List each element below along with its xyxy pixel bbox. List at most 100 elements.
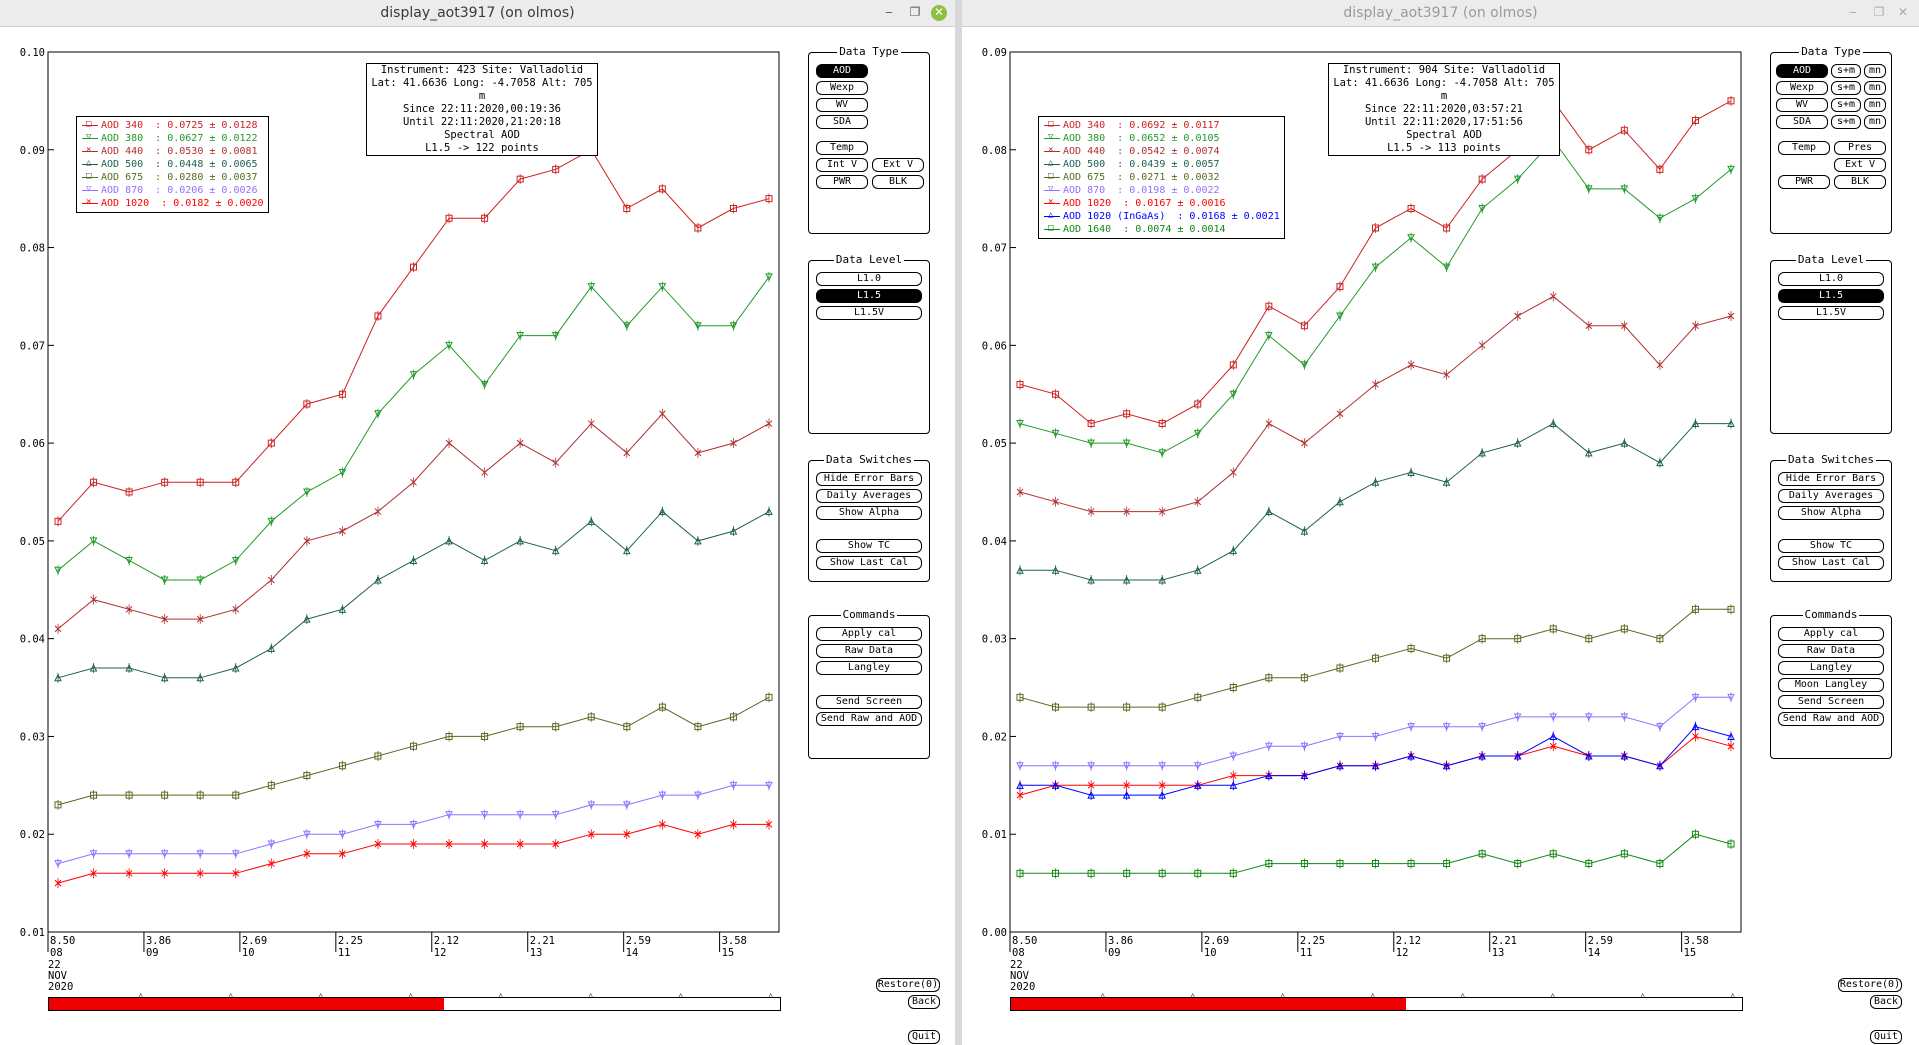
temp-button[interactable]: Temp [1778,141,1830,155]
data-point [267,644,276,652]
time-progress-bar[interactable] [1010,997,1743,1011]
level-l1-5v-button[interactable]: L1.5V [816,306,922,320]
pwr-button[interactable]: PWR [1778,175,1830,189]
show-alpha-button[interactable]: Show Alpha [816,506,922,520]
data-point [1691,419,1700,428]
level-l1-0-button[interactable]: L1.0 [1778,272,1884,286]
plot-frame [1009,51,1742,933]
close-icon[interactable]: ✕ [931,5,947,21]
show-last-cal-button[interactable]: Show Last Cal [1778,556,1884,570]
time-progress-bar[interactable] [48,997,781,1011]
legend-label: AOD 340 : 0.0692 ± 0.0117 [1063,120,1220,131]
level-l1-5-button[interactable]: L1.5 [816,289,922,303]
wv-button[interactable]: WV [816,98,868,112]
data-point [1123,781,1131,789]
wexp-button[interactable]: Wexp [1776,81,1828,95]
minimize-icon[interactable]: ‒ [885,5,893,19]
data-point [1656,635,1664,643]
int-v-button[interactable]: Int V [816,158,868,172]
aod-mn-button[interactable]: mn [1864,64,1886,78]
aod-button[interactable]: AOD [1776,64,1828,78]
data-point [1620,185,1629,194]
data-point [1265,771,1273,780]
show-tc-button[interactable]: Show TC [816,539,922,553]
send-screen-button[interactable]: Send Screen [1778,695,1884,709]
data-point [1407,723,1415,731]
hide-error-bars-button[interactable]: Hide Error Bars [1778,472,1884,486]
daily-averages-button[interactable]: Daily Averages [816,489,922,503]
hide-error-bars-button[interactable]: Hide Error Bars [816,472,922,486]
langley-button[interactable]: Langley [816,661,922,675]
minimize-icon[interactable]: ‒ [1849,5,1857,19]
data-point [730,821,737,828]
raw-data-button[interactable]: Raw Data [1778,644,1884,658]
apply-cal-button[interactable]: Apply cal [1778,627,1884,641]
data-point [658,821,666,828]
show-alpha-button[interactable]: Show Alpha [1778,506,1884,520]
pres-button[interactable]: Pres [1834,141,1886,155]
sda-mn-button[interactable]: mn [1864,115,1886,129]
wexp-mn-button[interactable]: mn [1864,81,1886,95]
apply-cal-button[interactable]: Apply cal [816,627,922,641]
aod-sm-button[interactable]: s+m [1831,64,1861,78]
pwr-button[interactable]: PWR [816,175,868,189]
wv-button[interactable]: WV [1776,98,1828,112]
data-point [161,478,169,486]
blk-button[interactable]: BLK [872,175,924,189]
restore-button[interactable]: Restore(0) [876,978,940,992]
show-last-cal-button[interactable]: Show Last Cal [816,556,922,570]
y-tick-label: 0.05 [982,438,1007,450]
data-point [1692,322,1699,330]
title-bar[interactable]: display_aot3917 (on olmos) ‒ ❐ ✕ [0,0,955,27]
blk-button[interactable]: BLK [1834,175,1886,189]
daily-averages-button[interactable]: Daily Averages [1778,489,1884,503]
x-tick-label: 2.21 [530,935,555,947]
legend-entry: △ AOD 500 : 0.0448 ± 0.0065 [81,158,264,171]
langley-button[interactable]: Langley [1778,661,1884,675]
level-l1-0-button[interactable]: L1.0 [816,272,922,286]
moon-langley-button[interactable]: Moon Langley [1778,678,1884,692]
aod-button[interactable]: AOD [816,64,868,78]
legend-label: AOD 1020 (InGaAs) : 0.0168 ± 0.0021 [1063,211,1280,222]
restore-button[interactable]: Restore(0) [1838,978,1902,992]
quit-button[interactable]: Quit [908,1030,940,1044]
level-l1-5-button[interactable]: L1.5 [1778,289,1884,303]
data-point [1549,742,1557,750]
send-raw-and-aod-button[interactable]: Send Raw and AOD [816,712,922,726]
data-point [1123,703,1131,711]
quit-button[interactable]: Quit [1870,1030,1902,1044]
send-raw-and-aod-button[interactable]: Send Raw and AOD [1778,712,1884,726]
temp-button[interactable]: Temp [816,141,868,155]
raw-data-button[interactable]: Raw Data [816,644,922,658]
data-point [1087,790,1095,799]
wexp-button[interactable]: Wexp [816,81,868,95]
data-point [1193,566,1202,574]
back-button[interactable]: Back [908,995,940,1009]
wexp-sm-button[interactable]: s+m [1831,81,1861,95]
level-l1-5v-button[interactable]: L1.5V [1778,306,1884,320]
wv-mn-button[interactable]: mn [1864,98,1886,112]
data-level-panel: Data Level L1.0 L1.5 L1.5V [808,253,930,434]
maximize-icon[interactable]: ❐ [1873,5,1885,19]
maximize-icon[interactable]: ❐ [909,5,921,19]
back-button[interactable]: Back [1870,995,1902,1009]
show-tc-button[interactable]: Show TC [1778,539,1884,553]
sda-button[interactable]: SDA [1776,115,1828,129]
ext-v-button[interactable]: Ext V [872,158,924,172]
data-point [1087,575,1095,584]
x-tick-label: 2.25 [338,935,363,947]
legend-marker: ▽ [81,132,99,145]
sda-button[interactable]: SDA [816,115,868,129]
data-point [587,830,595,838]
data-point [161,791,169,799]
x-tick-label: 3.86 [146,935,171,947]
close-icon[interactable]: ✕ [1897,5,1909,19]
ext-v-button[interactable]: Ext V [1834,158,1886,172]
data-point [1229,772,1237,779]
title-bar[interactable]: display_aot3917 (on olmos) ‒ ❐ ✕ [962,0,1919,27]
send-screen-button[interactable]: Send Screen [816,695,922,709]
sda-sm-button[interactable]: s+m [1831,115,1861,129]
wv-sm-button[interactable]: s+m [1831,98,1861,112]
marker-glyph: △ [498,991,504,1001]
marker-glyph: △ [408,991,414,1001]
